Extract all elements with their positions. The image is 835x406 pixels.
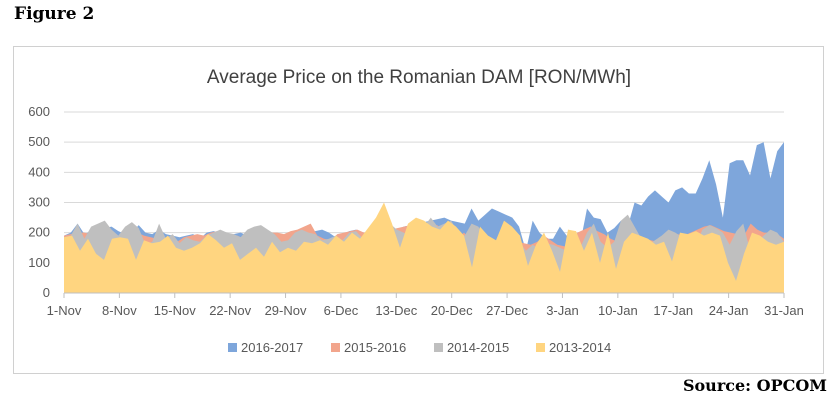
x-tick-label: 20-Dec — [431, 303, 473, 318]
y-tick-label: 400 — [28, 164, 50, 179]
x-tick-label: 8-Nov — [102, 303, 137, 318]
legend: 2016-2017 2015-2016 2014-2015 2013-2014 — [228, 340, 611, 355]
y-tick-label: 600 — [28, 104, 50, 119]
x-tick-label: 1-Nov — [47, 303, 82, 318]
chart-container: Average Price on the Romanian DAM [RON/M… — [13, 46, 824, 374]
legend-swatch — [434, 343, 443, 352]
chart-title: Average Price on the Romanian DAM [RON/M… — [207, 67, 631, 88]
x-tick-label: 13-Dec — [375, 303, 417, 318]
legend-label: 2013-2014 — [549, 340, 611, 355]
legend-swatch — [536, 343, 545, 352]
x-tick-label: 29-Nov — [265, 303, 307, 318]
x-tick-label: 3-Jan — [546, 303, 579, 318]
y-tick-label: 500 — [28, 134, 50, 149]
y-axis-ticks: 0 100 200 300 400 500 600 — [28, 104, 50, 300]
x-tick-label: 27-Dec — [486, 303, 528, 318]
area-series-2013-2014 — [64, 202, 784, 293]
legend-label: 2015-2016 — [344, 340, 406, 355]
x-tick-label: 31-Jan — [764, 303, 804, 318]
area-series — [64, 142, 784, 293]
y-tick-label: 100 — [28, 255, 50, 270]
legend-swatch — [228, 343, 237, 352]
x-tick-label: 22-Nov — [209, 303, 251, 318]
x-tick-label: 10-Jan — [598, 303, 638, 318]
legend-label: 2016-2017 — [241, 340, 303, 355]
x-tick-label: 15-Nov — [154, 303, 196, 318]
area-chart: Average Price on the Romanian DAM [RON/M… — [28, 67, 804, 355]
source-label: Source: OPCOM — [682, 376, 827, 395]
x-tick-label: 17-Jan — [653, 303, 693, 318]
figure-label: Figure 2 — [14, 4, 95, 24]
y-tick-label: 300 — [28, 195, 50, 210]
y-tick-label: 200 — [28, 225, 50, 240]
y-tick-label: 0 — [43, 285, 50, 300]
x-tick-label: 6-Dec — [324, 303, 359, 318]
legend-label: 2014-2015 — [447, 340, 509, 355]
x-tick-label: 24-Jan — [709, 303, 749, 318]
x-axis-ticks: 1-Nov 8-Nov 15-Nov 22-Nov 29-Nov 6-Dec 13-Dec 2… — [47, 292, 804, 318]
legend-swatch — [331, 343, 340, 352]
